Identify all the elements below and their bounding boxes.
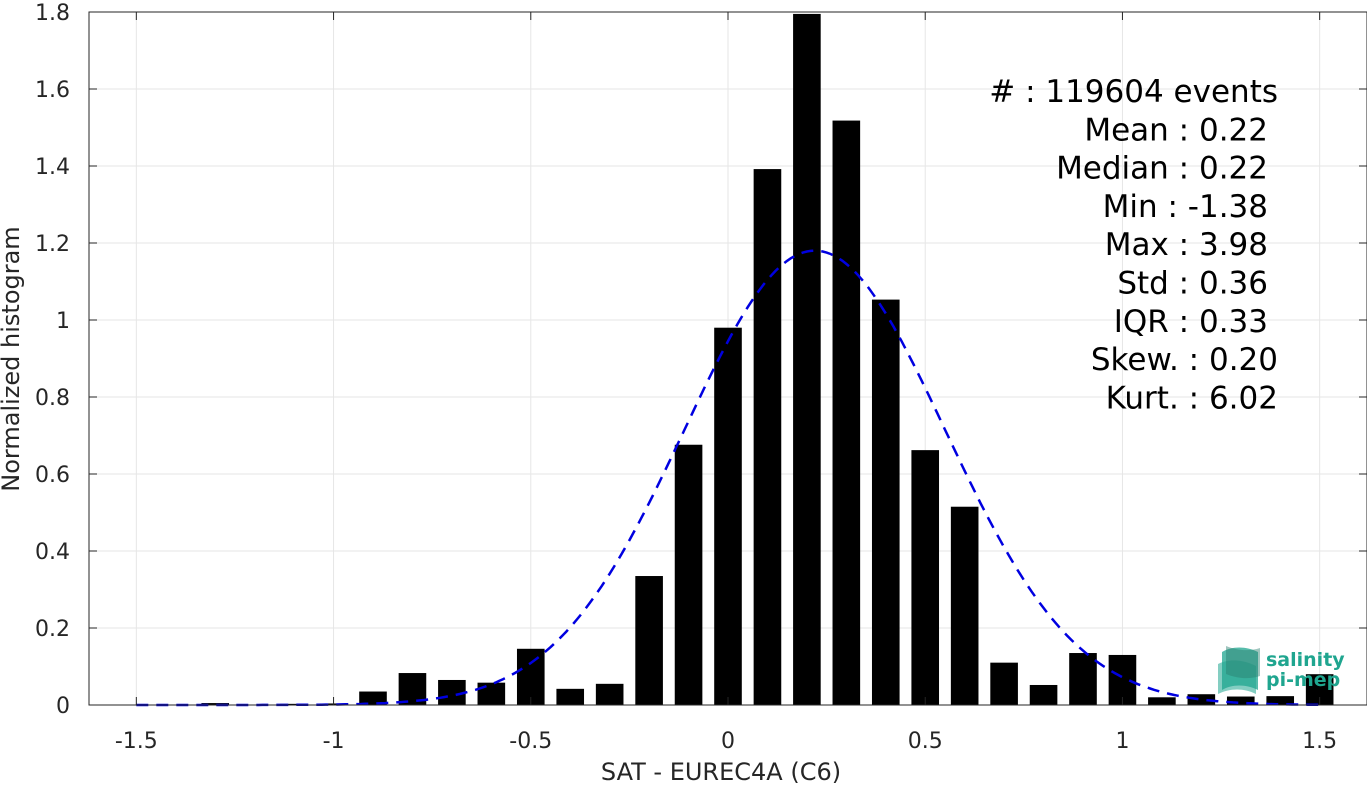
histogram-bar	[990, 662, 1018, 705]
histogram-bar	[1266, 696, 1295, 705]
stat-line: Min : -1.38	[1103, 189, 1268, 225]
histogram-bar	[753, 169, 782, 705]
wave-logo-icon	[1218, 646, 1260, 694]
x-tick-label: -1	[323, 729, 345, 754]
x-tick-label: 1.5	[1302, 729, 1337, 754]
y-tick-label: 1	[56, 309, 70, 334]
salinity-pi-mep-logo: salinity pi-mep	[1218, 646, 1345, 694]
x-tick-label: 1	[1115, 729, 1129, 754]
histogram-bar	[1069, 653, 1097, 705]
y-tick-label: 0.4	[35, 540, 70, 565]
histogram-bar	[832, 120, 861, 705]
normal-fit-curve	[136, 249, 1320, 707]
x-axis-label: SAT - EUREC4A (C6)	[601, 758, 841, 785]
histogram-bar	[1029, 684, 1058, 705]
y-tick-label: 0.8	[35, 386, 70, 411]
y-tick-label: 0.6	[35, 463, 70, 488]
y-tick-label: 1.8	[35, 1, 70, 26]
histogram-bar	[674, 444, 703, 705]
y-tick-label: 0.2	[35, 617, 70, 642]
y-axis-label: Normalized histogram	[0, 226, 25, 491]
histogram-bar	[1108, 654, 1137, 705]
x-tick-label: 0	[721, 729, 735, 754]
histogram-bar	[871, 299, 900, 705]
histogram-bar	[1226, 696, 1255, 705]
stat-line: Median : 0.22	[1056, 151, 1268, 187]
x-tick-label: 0.5	[908, 729, 943, 754]
stat-line: # : 119604 events	[989, 74, 1278, 110]
y-tick-label: 0	[56, 694, 70, 719]
histogram-bar	[359, 691, 387, 705]
histogram-bar	[556, 688, 585, 705]
x-axis-ticks: -1.5 -1 -0.5 0 0.5 1 1.5	[115, 12, 1337, 754]
histogram-bar	[595, 683, 624, 705]
histogram-bar	[1187, 694, 1216, 705]
logo-line2: pi-mep	[1266, 669, 1340, 691]
stat-line: Max : 3.98	[1105, 227, 1268, 263]
histogram-bar	[201, 703, 230, 705]
stat-line: IQR : 0.33	[1114, 304, 1268, 340]
histogram-bar	[477, 682, 506, 705]
histogram-bar	[1148, 697, 1176, 705]
histogram-bar	[793, 13, 821, 706]
y-tick-label: 1.6	[35, 78, 70, 103]
logo-line1: salinity	[1266, 649, 1345, 671]
stat-line: Mean : 0.22	[1084, 112, 1268, 148]
x-tick-label: -1.5	[115, 729, 158, 754]
stat-line: Std : 0.36	[1117, 266, 1268, 302]
stat-line: Kurt. : 6.02	[1106, 380, 1278, 416]
y-tick-label: 1.4	[35, 155, 70, 180]
histogram-bar	[280, 703, 308, 705]
histogram-bar	[911, 450, 940, 705]
y-axis-ticks: 0 0.2 0.4 0.6 0.8 1 1.2 1.4 1.6 1.8	[35, 1, 1367, 719]
histogram-bar	[516, 648, 545, 705]
histogram-bar	[714, 327, 742, 705]
stat-line: Skew. : 0.20	[1091, 342, 1278, 378]
x-tick-label: -0.5	[509, 729, 552, 754]
histogram-bar	[635, 576, 663, 705]
y-tick-label: 1.2	[35, 232, 70, 257]
histogram-bar	[950, 506, 979, 705]
